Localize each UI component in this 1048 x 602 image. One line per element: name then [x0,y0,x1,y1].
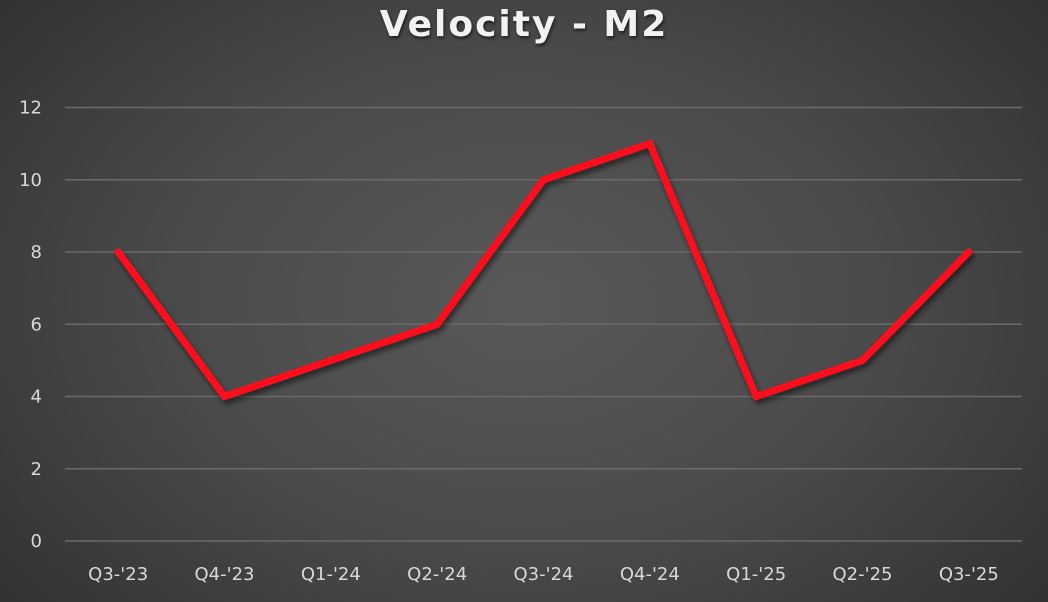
x-tick-label: Q3-'24 [514,564,574,585]
x-tick-label: Q3-'23 [88,564,148,585]
y-tick-label: 10 [19,170,42,191]
x-tick-label: Q4-'23 [195,564,255,585]
y-tick-label: 6 [31,314,42,335]
x-tick-label: Q4-'24 [620,564,680,585]
x-tick-label: Q3-'25 [939,564,999,585]
y-tick-label: 2 [31,459,42,480]
x-tick-label: Q2-'24 [407,564,467,585]
chart-title: Velocity - M2 [379,4,669,45]
y-tick-label: 12 [19,98,42,119]
y-axis: 0 2 4 6 8 10 12 [19,98,42,553]
x-tick-label: Q2-'25 [833,564,893,585]
x-tick-label: Q1-'24 [301,564,361,585]
y-tick-label: 0 [31,531,42,552]
series-line-velocity [114,139,973,401]
y-tick-label: 4 [31,387,42,408]
x-axis: Q3-'23 Q4-'23 Q1-'24 Q2-'24 Q3-'24 Q4-'24 Q1-'… [88,564,999,585]
x-tick-label: Q1-'25 [726,564,786,585]
gridlines [65,106,1022,542]
y-tick-label: 8 [31,242,42,263]
